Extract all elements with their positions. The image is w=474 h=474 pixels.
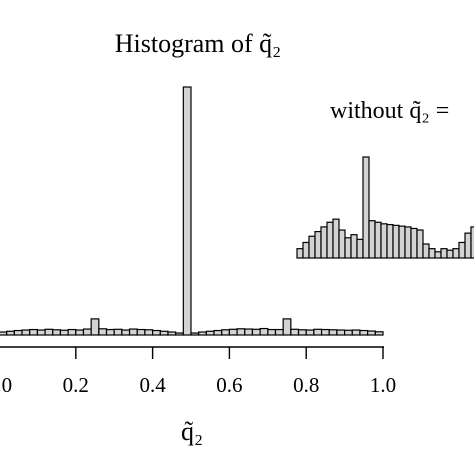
histogram-bar — [251, 328, 261, 336]
histogram-bar — [259, 327, 269, 336]
inset-histogram-bar — [320, 226, 328, 259]
inset-histogram-bar — [344, 237, 352, 259]
inset-histogram-bar — [392, 224, 400, 259]
histogram-bar — [198, 331, 207, 336]
main-histogram-bars — [0, 86, 384, 336]
histogram-bar — [213, 329, 223, 336]
inset-histogram-bar — [314, 230, 322, 259]
histogram-bar — [274, 328, 284, 336]
histogram-bar — [6, 330, 15, 336]
inset-histogram-bar — [446, 249, 454, 259]
inset-histogram-bar — [428, 248, 436, 259]
histogram-bar — [305, 329, 315, 336]
histogram-bar — [228, 328, 238, 336]
chart-title: Histogram of q̃₂ — [115, 29, 282, 58]
inset-title: without q̃₂ = — [330, 98, 449, 124]
histogram-bar — [175, 332, 184, 336]
histogram-bar — [90, 318, 100, 336]
inset-histogram-bar — [470, 226, 474, 259]
inset-histogram-bar — [410, 227, 418, 259]
histogram-bar — [236, 328, 246, 336]
inset-histogram-bar — [380, 223, 388, 259]
histogram-bar — [67, 328, 77, 336]
inset-histogram-bar — [404, 226, 412, 259]
inset-histogram-bar — [308, 235, 316, 259]
histogram-bar — [182, 86, 192, 336]
histogram-bar — [52, 329, 62, 336]
inset-histogram-bar — [386, 223, 394, 259]
histogram-bar — [328, 329, 338, 336]
inset-histogram-bar — [458, 241, 466, 259]
inset-histogram-bar — [362, 156, 370, 259]
histogram-bar — [159, 330, 169, 336]
histogram-bar — [351, 329, 361, 336]
inset-histogram-bar — [338, 229, 346, 259]
inset-histogram-bar — [356, 238, 364, 259]
inset-histogram-bars — [296, 156, 474, 259]
histogram-bar — [0, 331, 8, 336]
inset-histogram-bar — [416, 229, 424, 259]
x-tick-label: 0.4 — [139, 373, 166, 397]
inset-histogram-bar — [302, 241, 310, 259]
histogram-bar — [359, 329, 369, 336]
histogram-bar — [344, 329, 353, 336]
inset-histogram-bar — [326, 221, 334, 259]
histogram-bar — [82, 328, 92, 336]
histogram-bar — [105, 328, 115, 336]
x-tick-label: 0.2 — [63, 373, 89, 397]
inset-histogram-bar — [422, 243, 430, 259]
histogram-bar — [282, 318, 292, 336]
inset-histogram-bar — [464, 232, 472, 259]
inset-histogram-bar — [332, 218, 340, 259]
inset-histogram-bar — [296, 248, 304, 259]
histogram-bar — [205, 330, 215, 336]
x-tick-label: 0.8 — [293, 373, 319, 397]
histogram-bar — [267, 328, 277, 336]
x-axis-ticks: 0.0 0.2 0.4 0.6 0.8 1.0 — [0, 347, 396, 397]
histogram-bar — [128, 328, 138, 336]
x-tick-label: 1.0 — [370, 373, 396, 397]
inset-histogram-bar — [374, 221, 382, 259]
inset-histogram-bar — [434, 251, 442, 259]
histogram-bar — [244, 328, 254, 336]
x-axis-label: q̃₂ — [181, 417, 203, 446]
histogram-bar — [336, 329, 346, 336]
histogram-bar — [152, 329, 161, 336]
histogram-bar — [21, 329, 31, 336]
histogram-bar — [190, 332, 200, 336]
x-tick-label: 0.6 — [216, 373, 242, 397]
histogram-bar — [320, 328, 330, 336]
histogram-bar — [313, 328, 323, 336]
inset-histogram-bar — [350, 234, 358, 259]
inset-histogram-bar — [452, 248, 460, 259]
histogram-bar — [13, 329, 23, 336]
histogram-bar — [221, 329, 231, 336]
histogram-bar — [374, 331, 384, 336]
histogram-bar — [44, 328, 54, 336]
inset-histogram-bar — [398, 225, 406, 259]
histogram-bar — [290, 328, 300, 336]
histogram-bar — [98, 328, 108, 336]
histogram-bar — [59, 329, 69, 336]
x-tick-label: 0.0 — [0, 373, 12, 397]
histogram-bar — [36, 329, 46, 336]
inset-histogram-bar — [368, 220, 376, 259]
histogram-bar — [167, 331, 177, 336]
histogram-bar — [29, 328, 38, 336]
inset-histogram-bar — [440, 248, 448, 259]
histogram-bar — [136, 328, 146, 336]
histogram-bar — [367, 330, 376, 336]
histogram-bar — [144, 329, 154, 336]
histogram-bar — [297, 329, 307, 336]
histogram-bar — [121, 329, 131, 336]
histogram-bar — [75, 329, 85, 336]
histogram-bar — [113, 328, 123, 336]
